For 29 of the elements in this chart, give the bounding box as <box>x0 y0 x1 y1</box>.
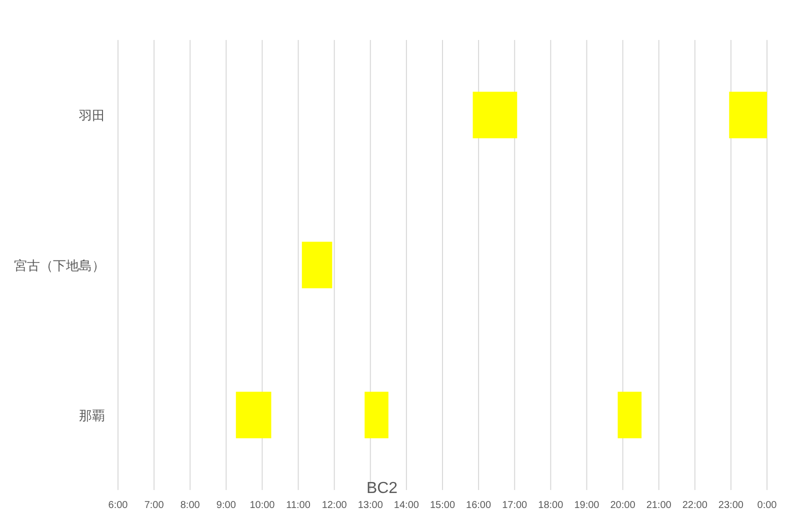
text: BC2 <box>366 480 398 497</box>
y-tick-label: 羽田 <box>78 108 105 123</box>
x-tick-label: 18:00 <box>538 500 564 511</box>
x-tick-label: 16:00 <box>466 500 492 511</box>
x-tick-label: 13:00 <box>358 500 384 511</box>
bar <box>472 92 518 138</box>
x-tick-label: 15:00 <box>430 500 456 511</box>
bar <box>236 392 272 438</box>
x-tick-label: 0:00 <box>757 500 778 511</box>
bar <box>302 242 332 288</box>
x-tick-label: 8:00 <box>180 500 200 511</box>
y-tick-label: 那覇 <box>79 408 105 423</box>
x-tick-label: 19:00 <box>574 500 600 511</box>
bar <box>364 392 388 438</box>
x-tick-label: 11:00 <box>286 500 311 511</box>
y-tick-label: 宮古（下地島） <box>14 258 105 273</box>
x-tick-label: 14:00 <box>394 500 420 511</box>
bar <box>618 392 642 438</box>
x-tick-label: 12:00 <box>322 500 348 511</box>
x-tick-label: 20:00 <box>610 500 636 511</box>
x-tick-label: 6:00 <box>108 500 128 511</box>
x-tick-label: 7:00 <box>144 500 164 511</box>
x-tick-label: 9:00 <box>216 500 236 511</box>
x-tick-label: 17:00 <box>502 500 528 511</box>
x-tick-label: 23:00 <box>718 500 744 511</box>
x-tick-label: 10:00 <box>250 500 276 511</box>
bar <box>729 92 767 138</box>
x-tick-label: 21:00 <box>646 500 672 511</box>
x-tick-label: 22:00 <box>682 500 708 511</box>
